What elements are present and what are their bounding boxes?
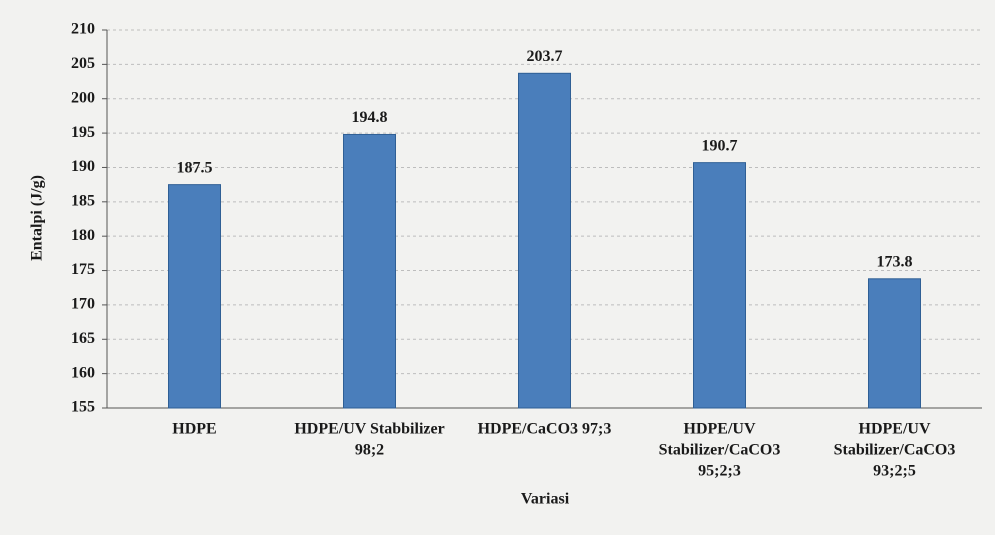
bar: [518, 72, 571, 409]
bar: [693, 162, 746, 409]
y-tick-label: 175: [71, 261, 95, 278]
y-tick-label: 170: [71, 296, 95, 313]
y-tick-label: 160: [71, 364, 95, 381]
x-tick-label: HDPE/UV Stabbilizer: [294, 421, 444, 438]
y-tick-label: 195: [71, 124, 95, 141]
bar: [343, 133, 396, 409]
bar: [168, 184, 221, 409]
y-tick-label: 185: [71, 192, 95, 209]
y-tick-label: 165: [71, 330, 95, 347]
x-tick-label: 93;2;5: [873, 463, 916, 480]
x-tick-label: 95;2;3: [698, 463, 741, 480]
y-tick-label: 200: [71, 89, 95, 106]
y-tick-label: 180: [71, 227, 95, 244]
y-tick-label: 205: [71, 55, 95, 72]
data-label: 190.7: [702, 137, 738, 154]
data-label: 173.8: [877, 253, 913, 270]
data-label: 187.5: [177, 159, 213, 176]
y-axis-label: Entalpi (J/g): [29, 175, 46, 261]
x-tick-label: Stabilizer/CaCO3: [659, 442, 781, 459]
data-label: 194.8: [352, 109, 388, 126]
y-tick-label: 190: [71, 158, 95, 175]
x-tick-label: HDPE: [172, 421, 216, 438]
data-label: 203.7: [527, 48, 563, 65]
x-tick-label: HDPE/UV: [859, 421, 931, 438]
y-tick-label: 210: [71, 21, 95, 38]
x-axis-label: Variasi: [521, 491, 570, 508]
x-tick-label: Stabilizer/CaCO3: [834, 442, 956, 459]
bar: [868, 278, 921, 409]
x-tick-label: 98;2: [355, 442, 384, 459]
x-tick-label: HDPE/CaCO3 97;3: [478, 421, 612, 438]
x-tick-label: HDPE/UV: [684, 421, 756, 438]
y-tick-label: 155: [71, 399, 95, 416]
